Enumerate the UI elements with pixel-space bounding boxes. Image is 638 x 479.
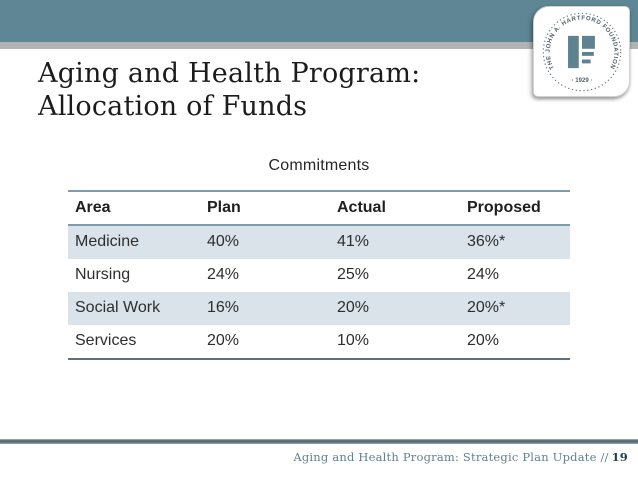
hf-monogram-icon bbox=[567, 35, 595, 68]
top-band bbox=[0, 0, 638, 42]
table-header-row: Area Plan Actual Proposed bbox=[68, 191, 570, 225]
footer-label: Aging and Health Program: Strategic Plan… bbox=[293, 450, 609, 464]
commitments-table: Area Plan Actual Proposed Medicine 40% 4… bbox=[68, 190, 570, 360]
accent-stripe bbox=[0, 42, 638, 49]
content-area: Commitments Area Plan Actual Proposed Me… bbox=[68, 157, 570, 360]
column-header-actual: Actual bbox=[337, 199, 386, 216]
cell-plan: 40% bbox=[207, 233, 240, 250]
table-row-nursing: Nursing 24% 25% 24% bbox=[68, 259, 570, 292]
cell-actual: 20% bbox=[337, 299, 370, 316]
column-header-proposed: Proposed bbox=[467, 199, 541, 216]
cell-area: Services bbox=[75, 332, 137, 349]
column-header-plan: Plan bbox=[207, 199, 241, 216]
seal-year: · 1929 · bbox=[571, 78, 592, 84]
cell-proposed: 24% bbox=[467, 266, 500, 283]
cell-proposed: 20%* bbox=[467, 299, 506, 316]
cell-area: Social Work bbox=[75, 299, 161, 316]
footer-text: Aging and Health Program: Strategic Plan… bbox=[293, 450, 628, 464]
cell-area: Nursing bbox=[75, 266, 131, 283]
cell-actual: 10% bbox=[337, 332, 370, 349]
table-row-social-work: Social Work 16% 20% 20%* bbox=[68, 292, 570, 325]
seal-dotted-ring bbox=[542, 12, 621, 91]
cell-plan: 24% bbox=[207, 266, 240, 283]
foundation-seal-icon: THE JOHN A. HARTFORD FOUNDATION · 1929 · bbox=[542, 12, 621, 91]
cell-area: Medicine bbox=[75, 233, 140, 250]
logo-card: THE JOHN A. HARTFORD FOUNDATION · 1929 · bbox=[533, 6, 630, 97]
slide-title: Aging and Health Program: Allocation of … bbox=[38, 58, 421, 122]
cell-actual: 25% bbox=[337, 266, 370, 283]
page-number: 19 bbox=[611, 450, 628, 464]
footer-rule bbox=[0, 439, 638, 444]
cell-proposed: 20% bbox=[467, 332, 500, 349]
table-caption: Commitments bbox=[268, 157, 370, 174]
table-row-services: Services 20% 10% 20% bbox=[68, 325, 570, 359]
cell-plan: 20% bbox=[207, 332, 240, 349]
table-row-medicine: Medicine 40% 41% 36%* bbox=[68, 225, 570, 259]
cell-actual: 41% bbox=[337, 233, 370, 250]
column-header-area: Area bbox=[75, 199, 111, 216]
cell-plan: 16% bbox=[207, 299, 240, 316]
cell-proposed: 36%* bbox=[467, 233, 506, 250]
